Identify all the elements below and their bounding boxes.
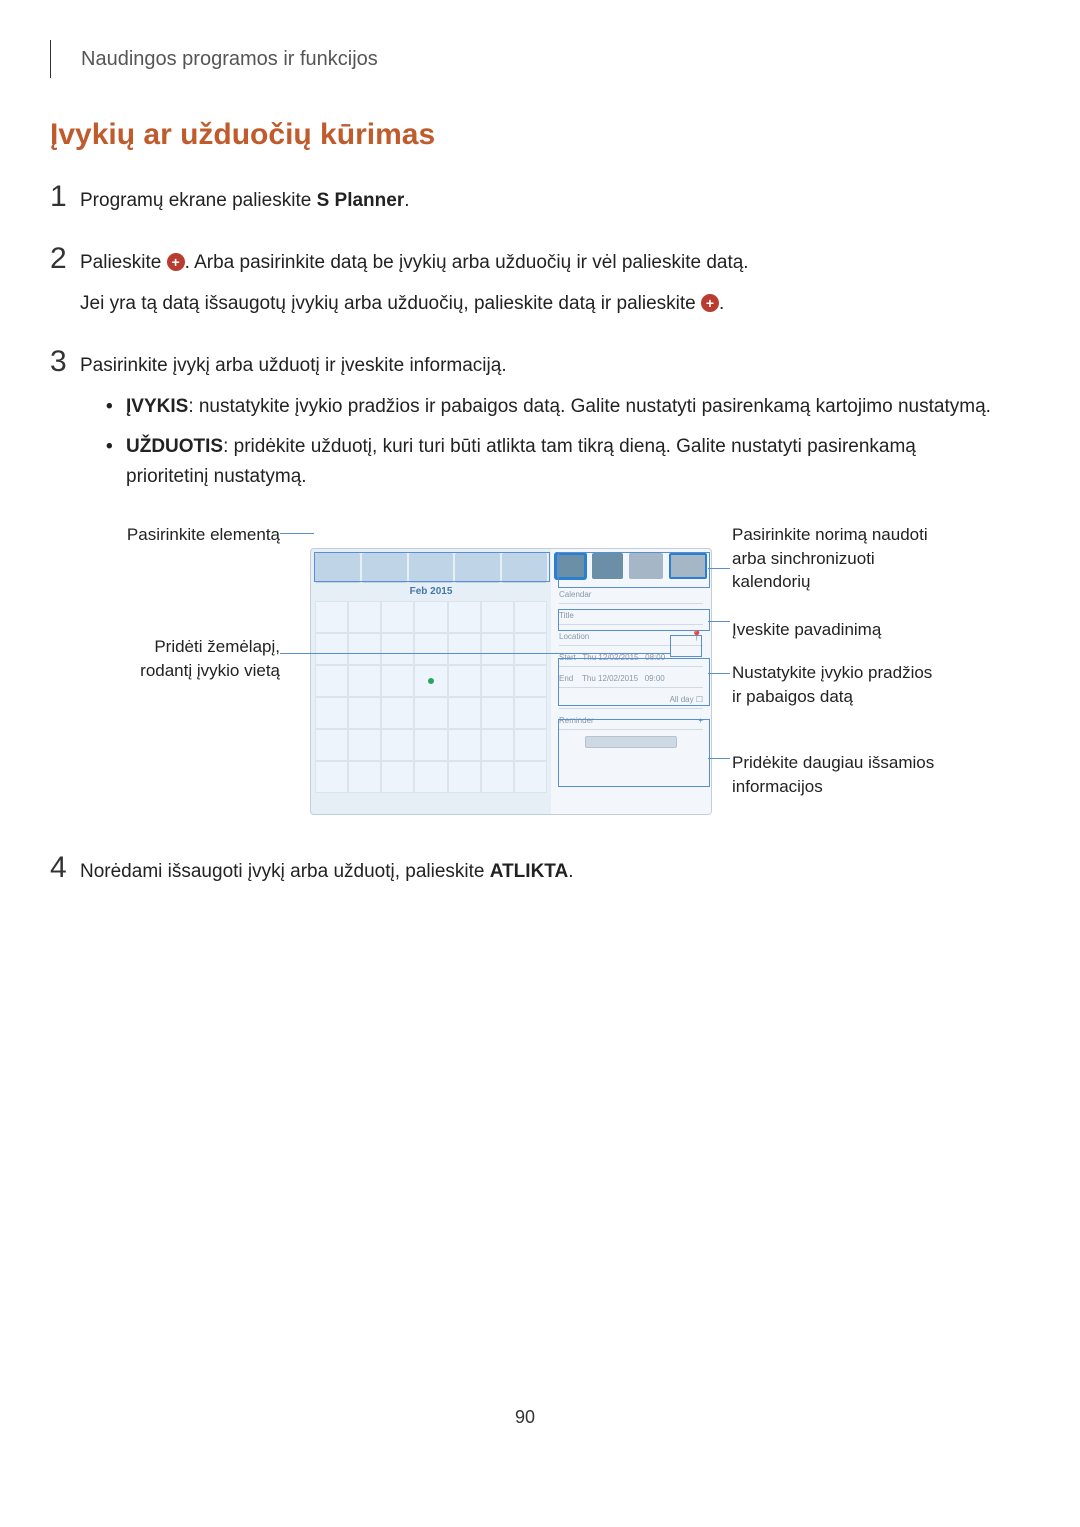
app-name: S Planner [317, 190, 405, 211]
chapter-title: Naudingos programos ir funkcijos [81, 48, 378, 71]
annotated-screenshot: Pasirinkite elementą Pridėti žemėlapį, r… [110, 523, 950, 823]
location-pin-icon: 📍 [691, 631, 703, 642]
text: . [568, 861, 573, 882]
step-1: 1 Programų ekrane palieskite S Planner. [50, 182, 1000, 226]
step-number: 2 [50, 244, 80, 329]
text: . [719, 293, 724, 314]
callout-select-calendar: Pasirinkite norimą naudoti arba sinchron… [732, 523, 942, 594]
bullet-label: ĮVYKIS [126, 396, 188, 417]
callout-add-details: Pridėkite daugiau išsamios informacijos [732, 751, 942, 799]
text: Norėdami išsaugoti įvykį arba užduotį, p… [80, 861, 490, 882]
connector-line [280, 533, 314, 535]
text: . [404, 190, 409, 211]
section-heading: Įvykių ar užduočių kūrimas [50, 118, 1000, 152]
text: Pasirinkite įvykį arba užduotį ir įveski… [80, 351, 1000, 381]
list-item: UŽDUOTIS: pridėkite užduotį, kuri turi b… [126, 432, 1000, 493]
page: Naudingos programos ir funkcijos Įvykių … [0, 0, 1080, 1468]
connector-line [708, 568, 730, 570]
step-number: 4 [50, 853, 80, 897]
chapter-rule: Naudingos programos ir funkcijos [50, 40, 1000, 78]
callout-select-element: Pasirinkite elementą [110, 523, 280, 547]
step-text: Programų ekrane palieskite S Planner. [80, 182, 410, 226]
callout-add-map: Pridėti žemėlapį, rodantį įvykio vietą [110, 635, 280, 683]
screenshot-month: Feb 2015 [311, 583, 551, 601]
step-2: 2 Palieskite +. Arba pasirinkite datą be… [50, 244, 1000, 329]
text: : pridėkite užduotį, kuri turi būti atli… [126, 436, 916, 487]
text: Jei yra tą datą išsaugotų įvykių arba už… [80, 293, 701, 314]
plus-icon: + [701, 294, 719, 312]
page-number: 90 [50, 1407, 1000, 1428]
plus-icon: + [167, 253, 185, 271]
step-text: Palieskite +. Arba pasirinkite datą be į… [80, 244, 749, 329]
bullet-list: ĮVYKIS: nustatykite įvykio pradžios ir p… [80, 392, 1000, 493]
screenshot-image: Feb 2015 [310, 548, 712, 815]
callout-enter-title: Įveskite pavadinimą [732, 618, 942, 642]
callout-set-dates: Nustatykite įvykio pradžios ir pabaigos … [732, 661, 942, 709]
step-text: Norėdami išsaugoti įvykį arba užduotį, p… [80, 853, 574, 897]
text: . Arba pasirinkite datą be įvykių arba u… [185, 252, 749, 273]
bullet-label: UŽDUOTIS [126, 436, 223, 457]
text: Programų ekrane palieskite [80, 190, 317, 211]
text: : nustatykite įvykio pradžios ir pabaigo… [188, 396, 991, 417]
done-label: ATLIKTA [490, 861, 568, 882]
step-number: 1 [50, 182, 80, 226]
step-4: 4 Norėdami išsaugoti įvykį arba užduotį,… [50, 853, 1000, 897]
connector-line [708, 621, 730, 623]
list-item: ĮVYKIS: nustatykite įvykio pradžios ir p… [126, 392, 1000, 422]
step-number: 3 [50, 347, 80, 503]
connector-line [708, 673, 730, 675]
step-text: Pasirinkite įvykį arba užduotį ir įveski… [80, 347, 1000, 503]
step-3: 3 Pasirinkite įvykį arba užduotį ir įves… [50, 347, 1000, 503]
connector-line [708, 758, 730, 760]
connector-line [280, 653, 670, 655]
text: Palieskite [80, 252, 167, 273]
